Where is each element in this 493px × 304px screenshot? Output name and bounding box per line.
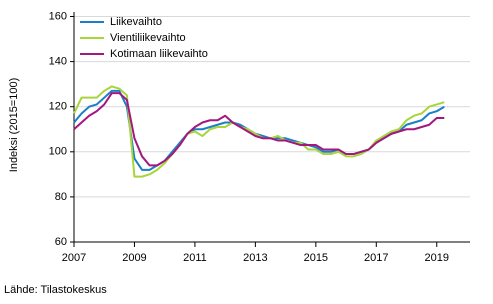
legend-label: Liikevaihto (110, 16, 162, 28)
y-tick-label: 60 (55, 236, 67, 248)
x-tick-label: 2011 (183, 252, 207, 264)
x-tick-label: 2019 (425, 252, 449, 264)
x-tick-label: 2017 (364, 252, 388, 264)
y-tick-label: 140 (49, 56, 67, 68)
legend-label: Kotimaan liikevaihto (110, 48, 208, 60)
series-line (73, 92, 445, 167)
y-tick-label: 120 (49, 101, 67, 113)
y-tick-label: 80 (55, 191, 67, 203)
series-line (73, 85, 445, 178)
x-tick-label: 2015 (304, 252, 328, 264)
y-tick-label: 160 (49, 10, 67, 22)
source: Lähde: Tilastokeskus (4, 284, 107, 296)
legend-label: Vientiliikevaihto (110, 32, 186, 44)
x-tick-label: 2009 (122, 252, 146, 264)
y-axis-label: Indeksi (2015=100) (8, 78, 20, 172)
x-tick-label: 2007 (62, 252, 86, 264)
x-tick-label: 2013 (243, 252, 267, 264)
y-tick-label: 100 (49, 146, 67, 158)
